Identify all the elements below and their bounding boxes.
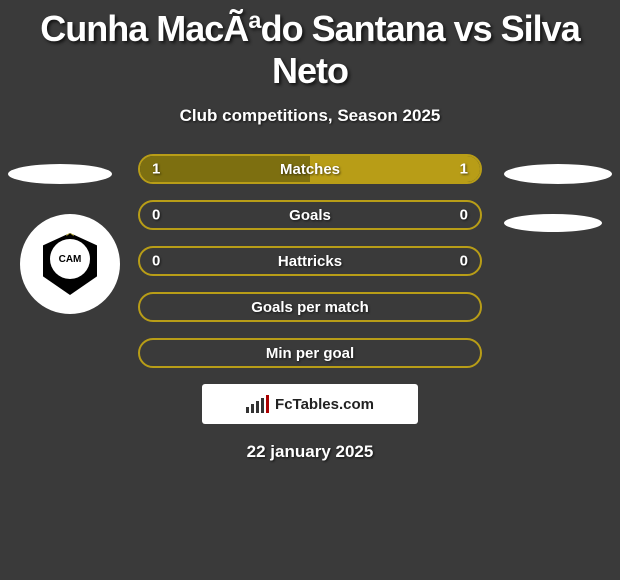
right-ellipse-2: [504, 214, 602, 232]
emblem-text: CAM: [50, 239, 90, 279]
stat-value-right: 0: [460, 207, 468, 224]
stat-label: Goals per match: [251, 299, 369, 316]
stat-row: 1 1 Matches: [138, 154, 482, 184]
stat-value-right: 1: [460, 161, 468, 178]
stat-label: Min per goal: [266, 345, 354, 362]
bars-icon: [246, 395, 269, 413]
stat-row: Goals per match: [138, 292, 482, 322]
left-club-badge: ★ CAM: [20, 214, 120, 314]
stat-value-left: 1: [152, 161, 160, 178]
stat-row: 0 0 Goals: [138, 200, 482, 230]
club-emblem-icon: ★ CAM: [43, 233, 97, 295]
right-ellipse-1: [504, 164, 612, 184]
stat-label: Hattricks: [278, 253, 342, 270]
stat-value-right: 0: [460, 253, 468, 270]
star-icon: ★: [63, 221, 77, 241]
comparison-stage: ★ CAM 1 1 Matches 0 0 Goals 0 0 Hattricks Goals p…: [0, 154, 620, 462]
stat-label: Matches: [280, 161, 340, 178]
stat-label: Goals: [289, 207, 331, 224]
stat-row: Min per goal: [138, 338, 482, 368]
left-ellipse-1: [8, 164, 112, 184]
stat-value-left: 0: [152, 253, 160, 270]
subtitle: Club competitions, Season 2025: [0, 106, 620, 126]
stat-row: 0 0 Hattricks: [138, 246, 482, 276]
stat-rows: 1 1 Matches 0 0 Goals 0 0 Hattricks Goals per mat…: [138, 154, 482, 368]
source-logo: FcTables.com: [202, 384, 418, 424]
stat-value-left: 0: [152, 207, 160, 224]
date-text: 22 january 2025: [0, 442, 620, 462]
page-title: Cunha MacÃªdo Santana vs Silva Neto: [0, 0, 620, 92]
logo-text: FcTables.com: [275, 396, 374, 413]
